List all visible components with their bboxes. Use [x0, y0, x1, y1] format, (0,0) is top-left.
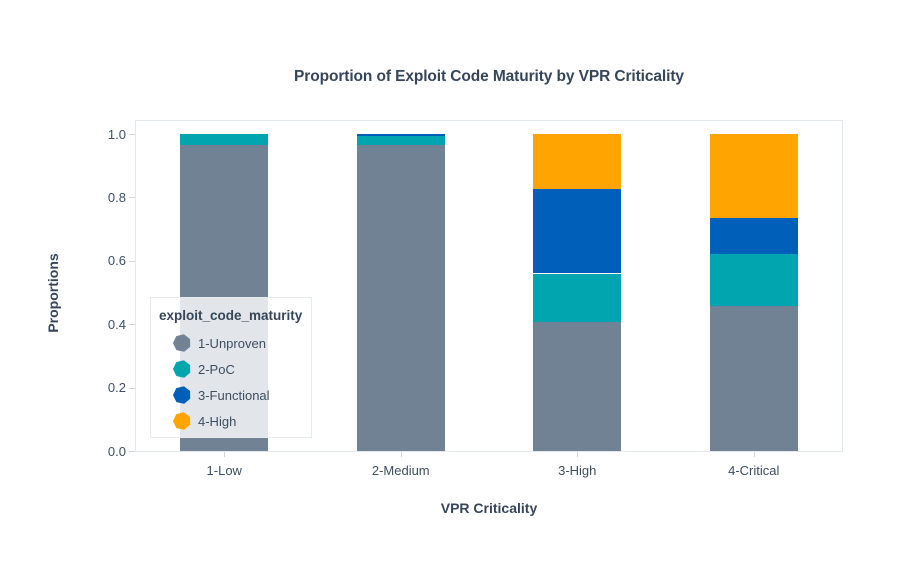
bar-segment-4-high[interactable] — [533, 134, 622, 189]
bar-3-high — [533, 121, 622, 451]
y-tick-mark — [129, 134, 135, 135]
legend-marker-heptagon-icon — [171, 358, 192, 379]
y-tick-label: 0.4 — [107, 316, 126, 332]
legend-item-label: 3-Functional — [198, 387, 270, 403]
chart-title: Proportion of Exploit Code Maturity by V… — [294, 68, 684, 85]
legend-title: exploit_code_maturity — [159, 308, 303, 323]
legend-marker-heptagon-icon — [171, 384, 192, 405]
x-tick-label: 3-High — [558, 463, 597, 478]
y-tick-label: 0.2 — [107, 380, 126, 396]
legend-item-label: 1-Unproven — [198, 335, 266, 351]
legend-item-3-functional[interactable]: 3-Functional — [173, 382, 303, 408]
y-tick-label: 1.0 — [107, 126, 126, 142]
y-tick-mark — [129, 387, 135, 389]
legend-item-label: 4-High — [198, 413, 237, 429]
y-tick-label: 0.6 — [107, 253, 126, 269]
y-tick-mark — [129, 197, 135, 199]
legend-item-1-unproven[interactable]: 1-Unproven — [173, 330, 303, 356]
bar-2-medium — [356, 121, 445, 451]
bar-segment-2-poc[interactable] — [356, 135, 445, 145]
legend-item-2-poc[interactable]: 2-PoC — [173, 356, 303, 382]
legend: exploit_code_maturity 1-Unproven 2-PoC 3-F… — [150, 297, 312, 438]
legend-marker-heptagon-icon — [171, 410, 192, 431]
bar-segment-1-unproven[interactable] — [533, 322, 622, 451]
bar-segment-3-functional[interactable] — [533, 188, 622, 274]
bar-segment-1-unproven[interactable] — [709, 305, 798, 451]
bar-segment-3-functional[interactable] — [709, 218, 798, 255]
x-tick-label: 4-Critical — [728, 463, 780, 478]
bar-segment-2-poc[interactable] — [180, 134, 269, 146]
y-tick-mark — [129, 260, 135, 262]
bar-segment-3-functional[interactable] — [356, 134, 445, 136]
legend-marker-heptagon-icon — [171, 332, 192, 353]
y-axis-title: Proportions — [45, 253, 61, 333]
bar-segment-2-poc[interactable] — [709, 254, 798, 306]
x-tick-mark — [224, 452, 226, 457]
x-axis-title: VPR Criticality — [440, 500, 538, 516]
y-tick-mark — [129, 324, 135, 326]
y-tick-label: 0.8 — [107, 189, 126, 205]
bar-4-critical — [709, 121, 798, 451]
legend-items: 1-Unproven 2-PoC 3-Functional 4-High — [173, 330, 303, 434]
bar-segment-4-high[interactable] — [709, 134, 798, 219]
y-tick-mark — [129, 451, 135, 452]
x-tick-label: 2-Medium — [371, 463, 430, 478]
x-tick-mark — [753, 452, 755, 457]
legend-item-4-high[interactable]: 4-High — [173, 408, 303, 434]
legend-item-label: 2-PoC — [198, 361, 235, 377]
x-tick-mark — [400, 452, 402, 457]
x-tick-mark — [577, 452, 579, 457]
y-tick-label: 0.0 — [107, 443, 126, 459]
bar-segment-1-unproven[interactable] — [356, 144, 445, 451]
bar-segment-2-poc[interactable] — [533, 273, 622, 323]
x-tick-label: 1-Low — [206, 463, 242, 478]
